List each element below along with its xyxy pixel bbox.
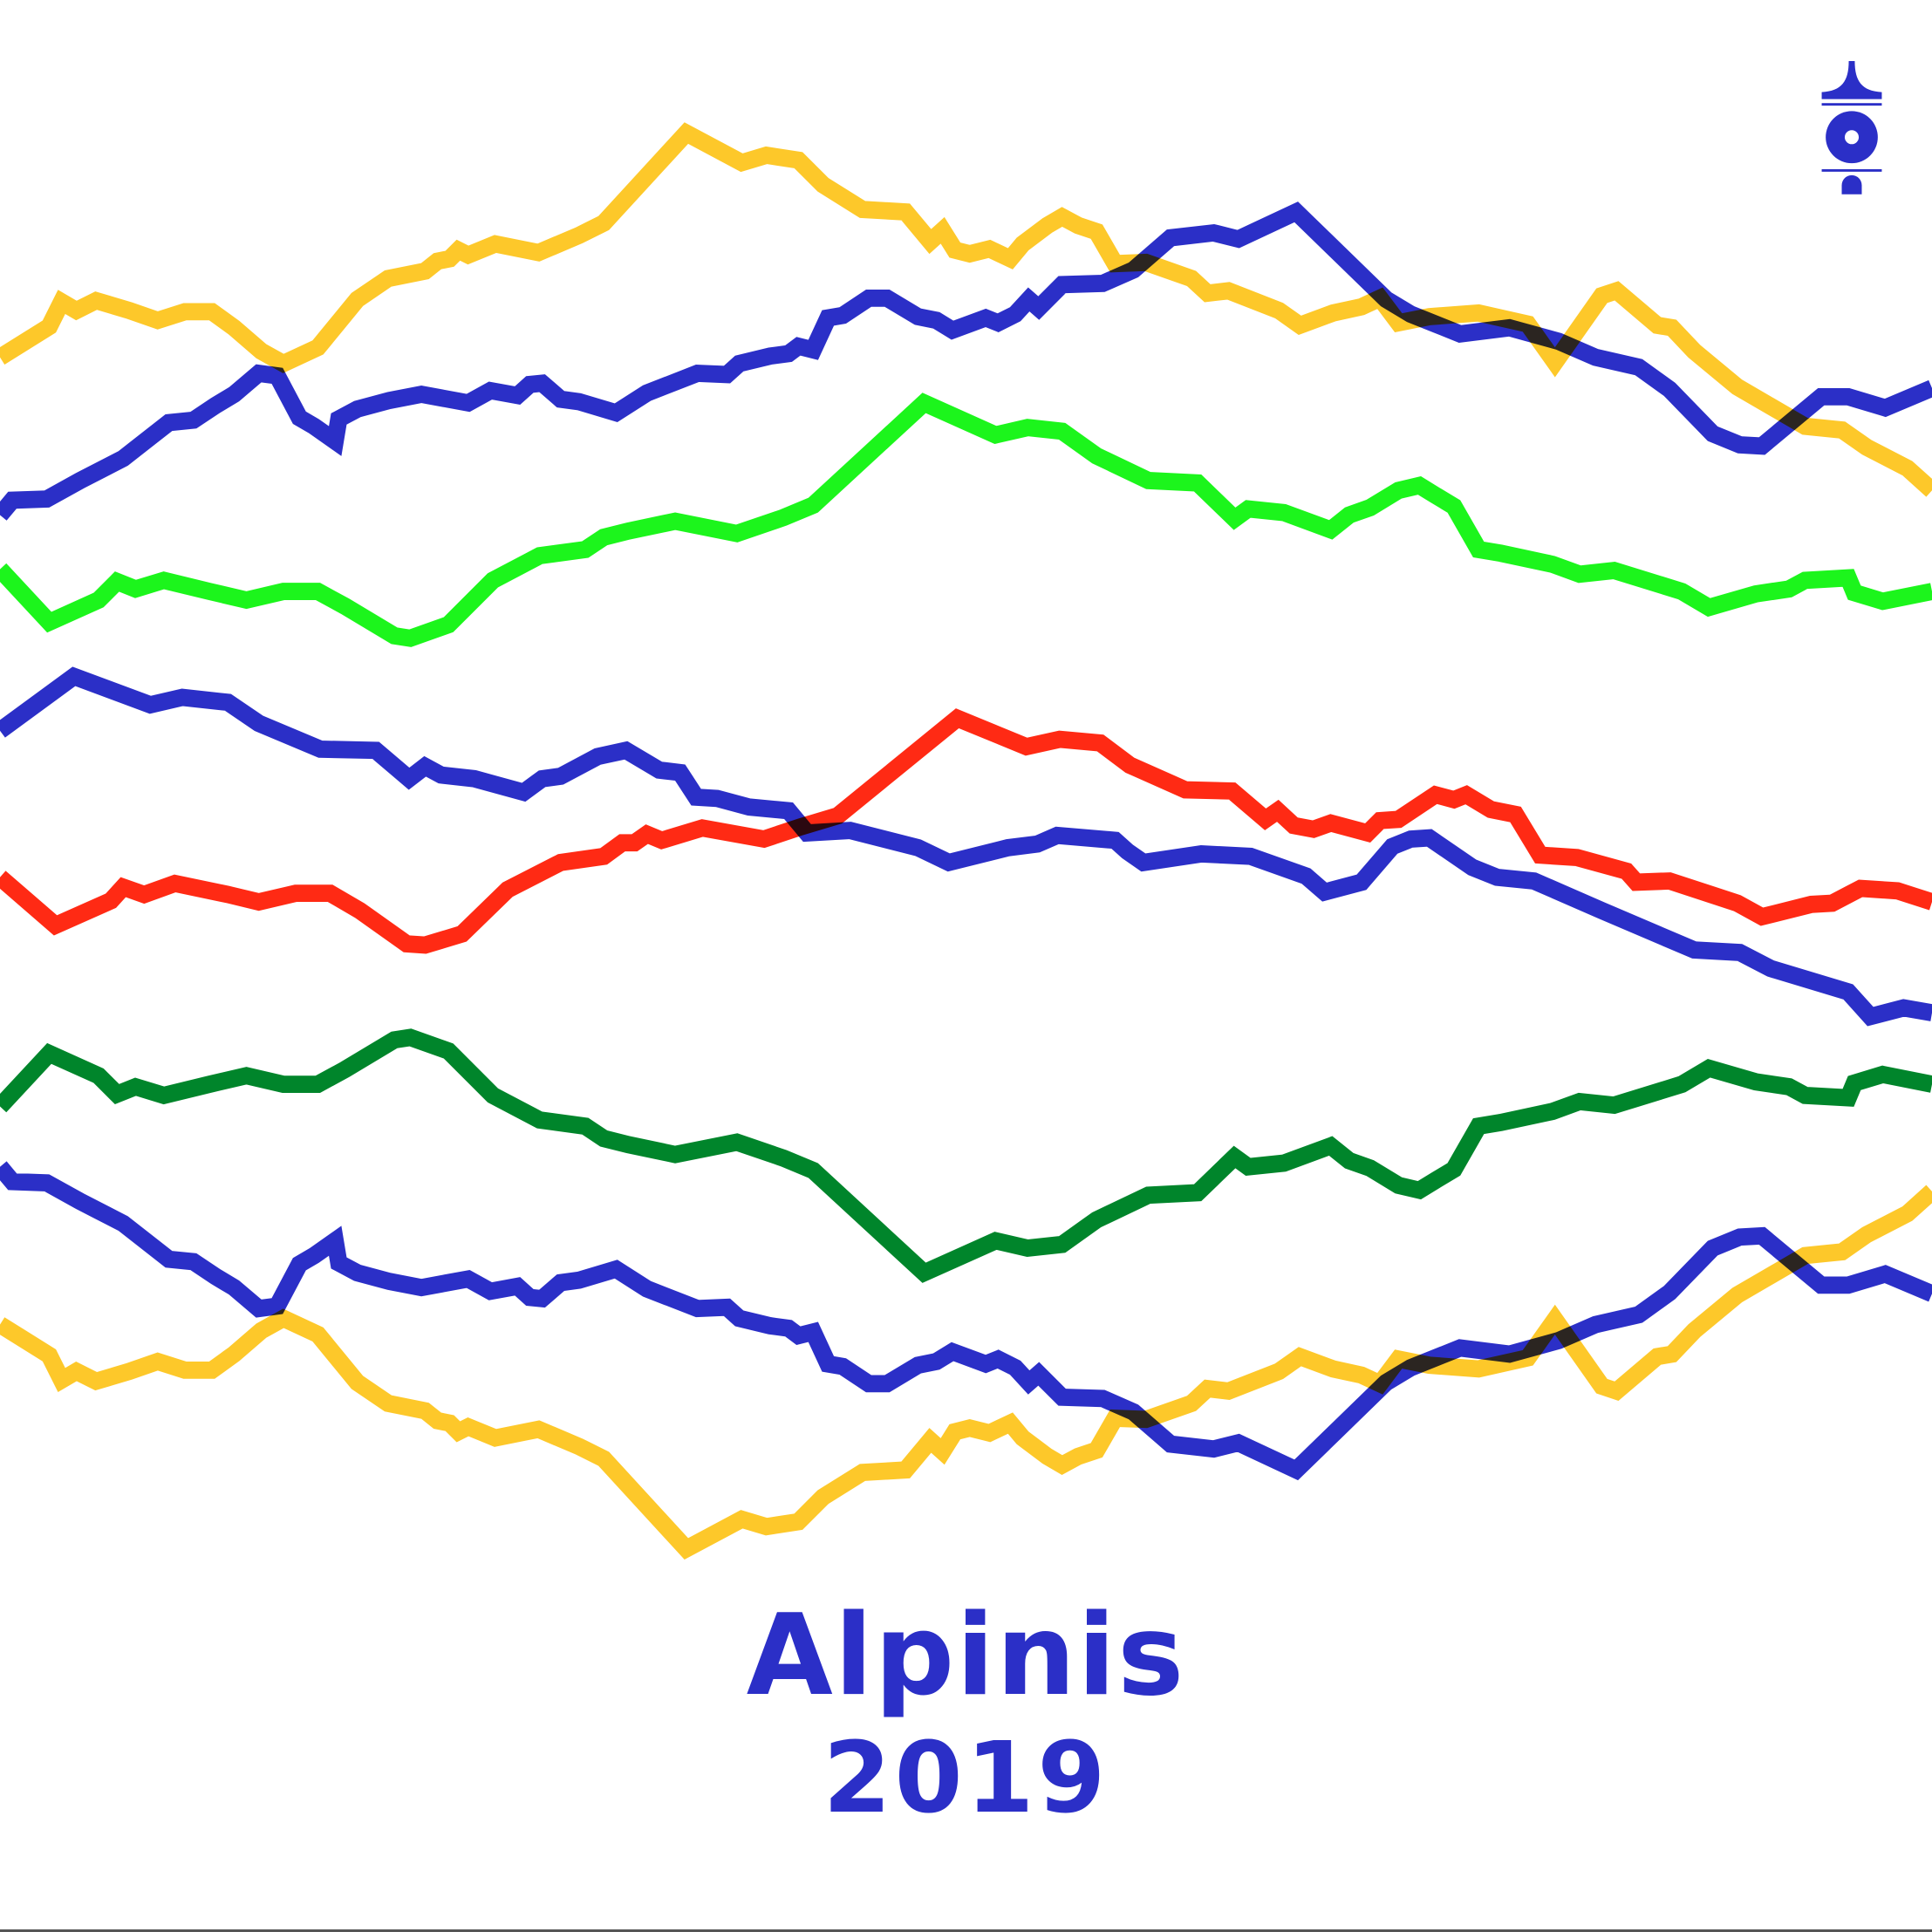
poster-year: 2019 (823, 1722, 1109, 1835)
line-blue-top (0, 201, 1932, 521)
line-light-green (0, 393, 1932, 647)
emblem-ring-hole (1844, 130, 1860, 145)
line-blue-middle (0, 666, 1932, 1027)
line-yellow-bottom (0, 1184, 1932, 1560)
emblem-arch (1841, 174, 1862, 195)
line-dark-green (0, 1028, 1932, 1283)
emblem-spire (1821, 61, 1882, 99)
bottom-rule (0, 1929, 1932, 1932)
line-blue-bottom (0, 1161, 1932, 1481)
emblem-bottom-rule (1821, 169, 1882, 172)
poster-title: Alpinis (746, 1591, 1186, 1721)
line-yellow-top (0, 122, 1932, 497)
tower-ring-emblem-icon (1821, 61, 1882, 195)
line-red (0, 708, 1932, 954)
emblem-top-rule (1821, 103, 1882, 106)
